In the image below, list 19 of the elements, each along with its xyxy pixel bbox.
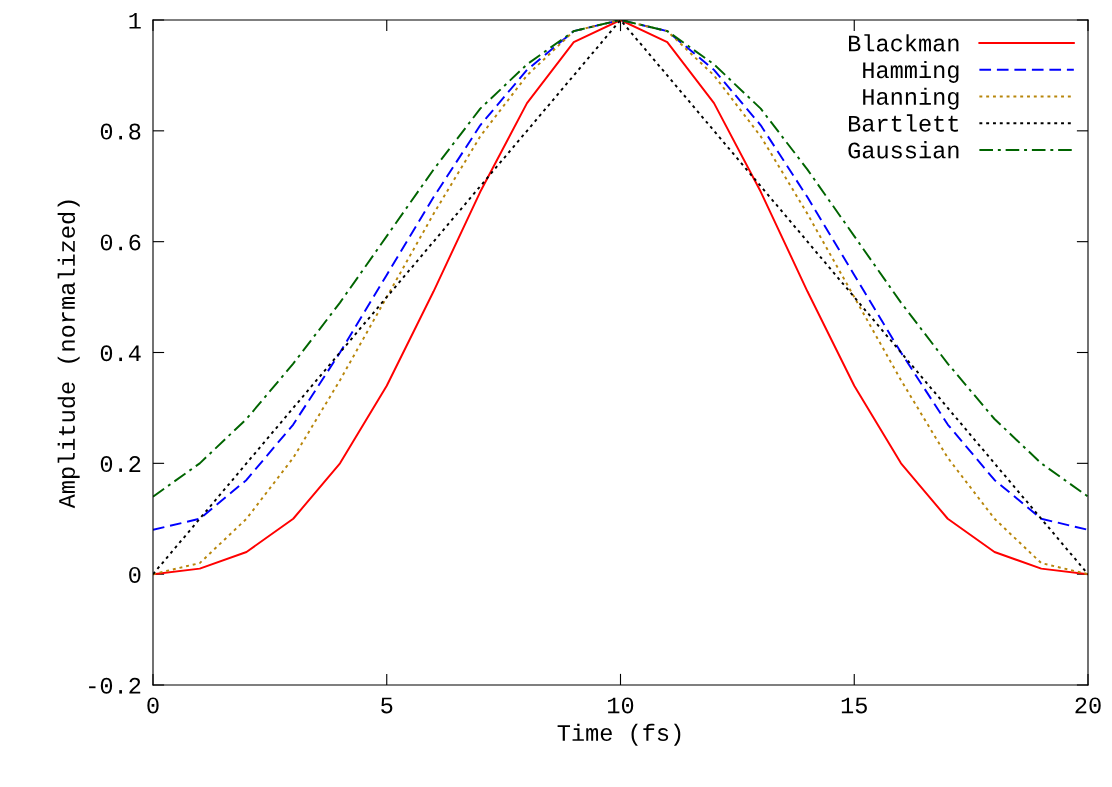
x-tick-label: 5	[381, 697, 393, 714]
legend-label: Hamming	[863, 60, 959, 83]
x-tick-label: 20	[1075, 697, 1101, 714]
y-tick-label: 1	[129, 13, 141, 29]
y-tick-label: 0.6	[100, 234, 141, 251]
legend-label: Hanning	[863, 87, 959, 110]
x-tick-label: 0	[147, 697, 159, 714]
y-tick-label: 0.2	[100, 456, 141, 473]
legend-label: Bartlett	[849, 114, 959, 132]
y-axis-title: Amplitude (normalized)	[57, 200, 80, 509]
y-tick-label: 0	[129, 566, 141, 583]
legend-label: Gaussian	[848, 141, 959, 159]
x-tick-label: 15	[841, 697, 867, 714]
x-axis-title: Time (fs)	[557, 723, 681, 746]
x-tick-label: 10	[608, 697, 634, 714]
y-tick-label: -0.2	[89, 677, 141, 694]
y-tick-label: 0.4	[100, 345, 141, 362]
legend-label: Blackman	[849, 34, 959, 52]
y-tick-label: 0.8	[100, 123, 141, 140]
